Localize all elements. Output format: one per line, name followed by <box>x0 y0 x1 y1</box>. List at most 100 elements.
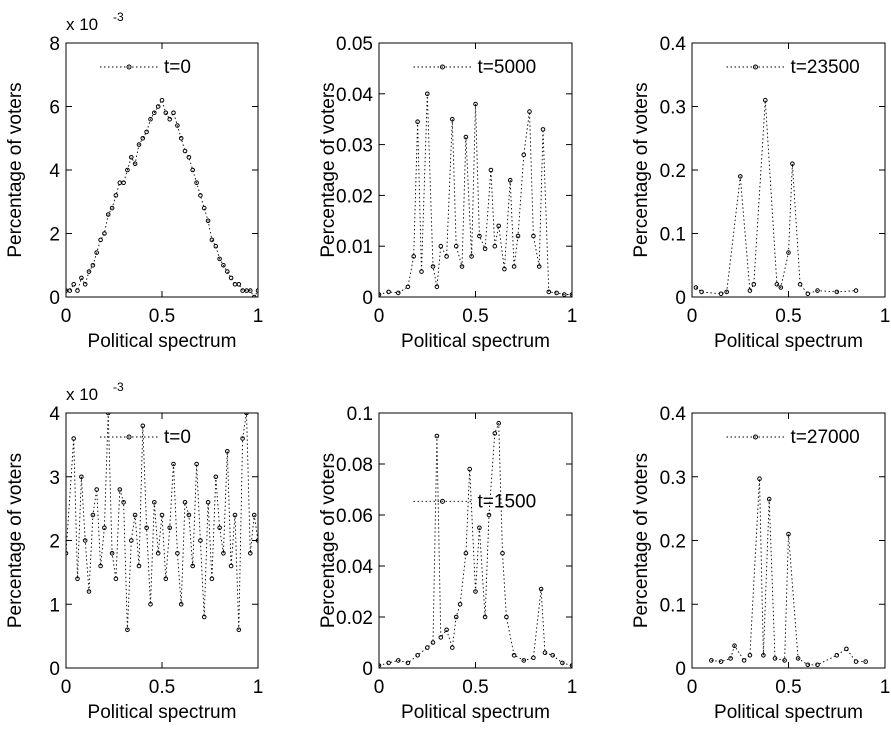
y-tick-label: 0.2 <box>660 161 686 182</box>
data-point <box>761 653 766 658</box>
data-point <box>178 602 184 607</box>
data-point <box>450 645 455 650</box>
y-tick-label: 0 <box>49 659 60 680</box>
data-point <box>463 134 469 140</box>
legend-marker <box>126 434 132 440</box>
y-tick-label: 0 <box>675 659 686 680</box>
data-point <box>163 110 169 116</box>
data-point <box>718 291 724 297</box>
data-point <box>786 250 791 255</box>
data-point <box>434 433 440 439</box>
data-point <box>217 525 222 531</box>
data-point <box>67 288 73 293</box>
data-point <box>66 551 69 556</box>
data-point <box>444 254 449 259</box>
data-point <box>148 116 153 122</box>
data-point <box>121 180 126 185</box>
y-tick-label: 0.02 <box>336 186 373 207</box>
data-point <box>415 119 420 124</box>
data-point <box>724 289 730 295</box>
data-point <box>496 420 502 426</box>
y-axis-label: Percentage of voters <box>631 453 652 628</box>
y-tick-label: 0 <box>49 288 60 309</box>
data-point <box>255 288 258 293</box>
data-point <box>430 264 436 269</box>
data-point <box>251 512 257 518</box>
x-tick-label: 0.5 <box>775 677 801 698</box>
data-point <box>747 288 753 293</box>
data-point <box>167 525 172 531</box>
series-line <box>66 99 258 297</box>
plot-area <box>66 413 258 633</box>
data-point <box>425 91 430 97</box>
data-point <box>132 161 138 166</box>
data-point <box>536 264 542 269</box>
data-point <box>94 250 99 255</box>
data-point <box>240 436 245 441</box>
data-point <box>198 538 203 543</box>
data-point <box>488 167 494 173</box>
subplot-3: 0 0.5 1 0 0.1 0.2 0.3 0.4 Political spectrum Perc… <box>631 34 890 352</box>
data-point <box>782 658 787 663</box>
data-point <box>213 474 219 480</box>
data-point <box>240 288 245 293</box>
data-point <box>171 461 176 467</box>
data-point <box>132 512 138 518</box>
data-point <box>190 563 195 569</box>
data-point <box>236 627 242 633</box>
data-point <box>86 269 92 274</box>
data-point <box>786 531 791 537</box>
data-point <box>521 658 527 663</box>
data-point <box>205 218 211 224</box>
data-point <box>113 576 119 582</box>
data-point <box>853 659 859 664</box>
data-point <box>546 289 552 295</box>
x-tick-label: 0 <box>687 677 698 698</box>
data-point <box>492 431 498 436</box>
data-point <box>747 653 753 658</box>
data-point <box>144 525 149 531</box>
x-axis-label: Political spectrum <box>401 331 550 352</box>
data-point <box>105 413 111 416</box>
data-point <box>190 167 195 173</box>
series-line <box>66 413 258 630</box>
data-point <box>515 233 521 239</box>
data-point <box>540 127 546 132</box>
data-point <box>467 466 473 472</box>
x-tick-label: 1 <box>880 306 891 327</box>
data-point <box>194 461 199 467</box>
data-point <box>90 512 96 518</box>
data-point <box>148 602 153 607</box>
data-point <box>482 614 488 620</box>
legend-label: t=0 <box>164 57 191 78</box>
data-point <box>774 282 780 287</box>
data-point <box>766 496 772 502</box>
data-point <box>105 212 111 217</box>
y-tick-label: 0.3 <box>660 98 686 119</box>
data-point <box>396 290 401 296</box>
y-tick-label: 4 <box>49 161 60 182</box>
data-point <box>396 658 401 663</box>
data-point <box>459 264 465 269</box>
data-point <box>453 614 459 620</box>
data-point <box>511 653 517 658</box>
data-point <box>94 487 99 492</box>
data-point <box>129 538 134 543</box>
data-point <box>538 586 544 592</box>
data-point <box>772 656 778 661</box>
data-point <box>482 246 488 251</box>
axes-box <box>378 42 573 298</box>
x-tick-label: 0.5 <box>149 306 175 327</box>
data-point <box>560 660 565 666</box>
data-point <box>155 551 161 556</box>
data-point <box>834 289 840 295</box>
y-axis-label: Percentage of voters <box>318 82 339 257</box>
data-point <box>71 436 76 441</box>
data-point <box>159 97 165 103</box>
data-point <box>738 174 743 179</box>
data-point <box>469 254 474 259</box>
x-tick-label: 0.5 <box>775 306 801 327</box>
x-tick-label: 1 <box>880 677 891 698</box>
subplot-6: 0 0.5 1 0 0.1 0.2 0.3 0.4 Political spectrum Perc… <box>631 404 890 723</box>
data-point <box>90 263 96 268</box>
